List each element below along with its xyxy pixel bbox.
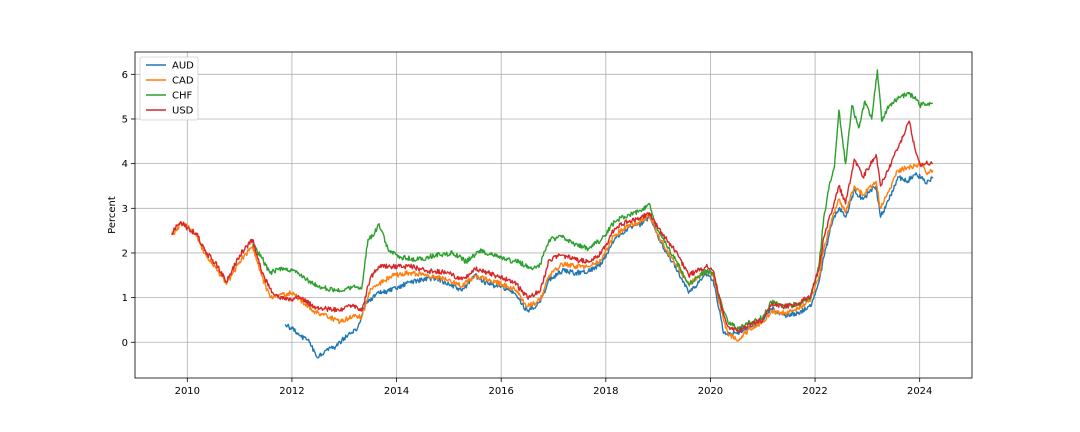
- y-tick-label: 2: [122, 248, 128, 259]
- series-line-aud: [284, 172, 934, 359]
- x-tick-label: 2010: [175, 386, 200, 397]
- x-tick-label: 2012: [279, 386, 304, 397]
- y-tick-label: 3: [122, 204, 128, 215]
- legend-label-usd: USD: [172, 106, 194, 117]
- legend: AUD CAD CHF USD: [139, 56, 199, 121]
- y-tick-label: 4: [122, 159, 128, 170]
- y-tick-label: 6: [122, 70, 128, 81]
- y-axis-label: Percent: [107, 196, 118, 234]
- x-tick-label: 2020: [698, 386, 723, 397]
- series-line-usd: [171, 120, 934, 334]
- legend-frame: [139, 56, 199, 121]
- legend-label-cad: CAD: [172, 76, 194, 87]
- x-axis: 2010 2012 2014 2016 2018 2020 2022 2024: [175, 378, 932, 397]
- x-tick-label: 2016: [488, 386, 513, 397]
- y-tick-label: 1: [122, 293, 128, 304]
- y-axis: 0 1 2 3 4 5 6: [122, 70, 135, 349]
- y-tick-label: 5: [122, 114, 128, 125]
- series-layer: [171, 69, 934, 359]
- legend-label-aud: AUD: [172, 61, 194, 72]
- legend-label-chf: CHF: [172, 91, 193, 102]
- x-tick-label: 2014: [384, 386, 409, 397]
- x-tick-label: 2022: [802, 386, 827, 397]
- x-tick-label: 2018: [593, 386, 618, 397]
- plot-frame: [134, 51, 973, 379]
- x-tick-label: 2024: [907, 386, 932, 397]
- y-tick-label: 0: [122, 338, 128, 349]
